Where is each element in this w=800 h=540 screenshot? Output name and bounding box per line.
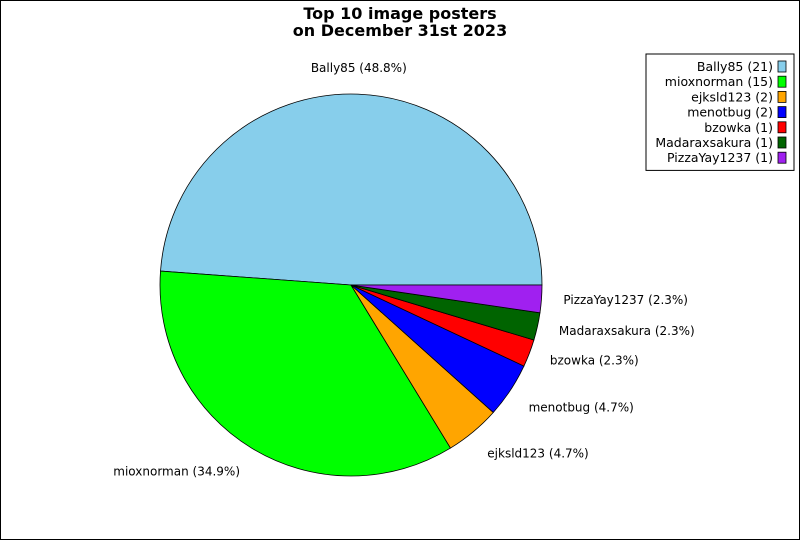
legend-swatch-menotbug <box>777 106 787 118</box>
slice-label-madaraxsakura: Madaraxsakura (2.3%) <box>559 324 695 338</box>
chart-title-line-2: on December 31st 2023 <box>293 21 507 40</box>
legend-label-bzowka: bzowka (1) <box>704 120 773 135</box>
pie-slice-bally85 <box>160 93 543 286</box>
legend-label-menotbug: menotbug (2) <box>687 105 773 120</box>
legend-swatch-mioxnorman <box>777 75 787 88</box>
slice-label-bally85: Bally85 (48.8%) <box>311 61 407 75</box>
legend-label-bally85: Bally85 (21) <box>697 59 773 74</box>
legend: Bally85 (21)mioxnorman (15)ejksld123 (2)… <box>645 53 795 171</box>
slice-labels: Bally85 (48.8%) mioxnorman (34.9%) ejksld1… <box>113 61 694 478</box>
slice-label-ejksld123: ejksld123 (4.7%) <box>487 446 588 460</box>
legend-swatch-bzowka <box>777 121 787 134</box>
legend-label-pizzayay1237: PizzaYay1237 (1) <box>667 150 773 165</box>
pie-slice-mioxnorman <box>159 270 452 477</box>
legend-label-madaraxsakura: Madaraxsakura (1) <box>655 135 773 150</box>
legend-swatch-pizzayay1237 <box>777 151 787 164</box>
slice-label-menotbug: menotbug (4.7%) <box>529 400 634 414</box>
legend-box <box>645 53 795 171</box>
pie-slices <box>159 93 543 477</box>
slice-label-pizzayay1237: PizzaYay1237 (2.3%) <box>563 293 688 307</box>
chart-title-line-1: Top 10 image posters <box>303 4 496 23</box>
chart-title: Top 10 image posters on December 31st 20… <box>293 4 507 40</box>
legend-swatch-ejksld123 <box>777 91 787 103</box>
legend-label-ejksld123: ejksld123 (2) <box>691 89 773 104</box>
slice-label-bzowka: bzowka (2.3%) <box>550 354 639 368</box>
slice-label-mioxnorman: mioxnorman (34.9%) <box>113 465 240 479</box>
legend-swatch-madaraxsakura <box>777 136 787 149</box>
legend-swatch-bally85 <box>777 60 787 73</box>
legend-label-mioxnorman: mioxnorman (15) <box>665 74 773 89</box>
pie-slice-pizzayay1237 <box>350 284 543 314</box>
